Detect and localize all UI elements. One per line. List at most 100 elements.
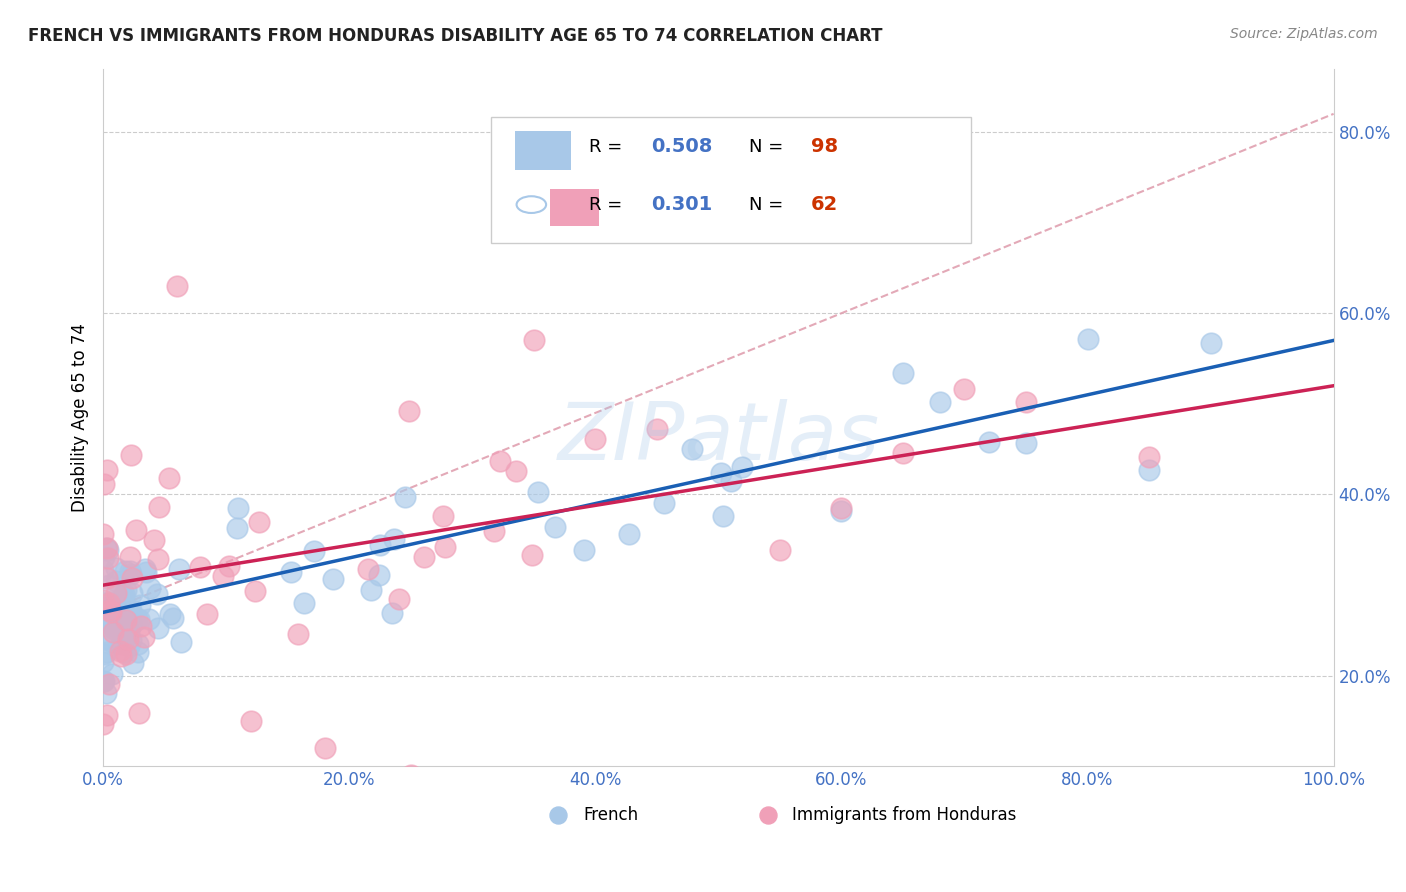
Point [98, 596, 121, 610]
Point [157, 470, 180, 484]
Point [314, 741, 336, 756]
Point [134, 562, 156, 576]
Point [121, 570, 143, 584]
Point [170, 635, 193, 649]
Point [977, 434, 1000, 449]
Text: ZIPatlas: ZIPatlas [557, 400, 879, 477]
Point [188, 559, 211, 574]
Point [132, 630, 155, 644]
Point [118, 639, 141, 653]
Point [96, 645, 118, 659]
Point [322, 572, 344, 586]
Text: R =: R = [589, 195, 623, 213]
Point [645, 422, 668, 436]
Y-axis label: Disability Age 65 to 74: Disability Age 65 to 74 [72, 323, 89, 512]
Text: N =: N = [749, 137, 783, 156]
Point [91, 527, 114, 541]
Text: 62: 62 [811, 195, 838, 214]
Point [527, 484, 550, 499]
Point [120, 448, 142, 462]
Point [98, 577, 121, 591]
Point [112, 589, 135, 603]
Point [583, 432, 606, 446]
Point [104, 574, 127, 588]
Text: 0.508: 0.508 [651, 137, 711, 156]
Point [96, 571, 118, 585]
Point [97, 603, 120, 617]
Text: Immigrants from Honduras: Immigrants from Honduras [792, 806, 1017, 824]
Text: 0.301: 0.301 [651, 195, 711, 214]
Point [138, 582, 160, 596]
Point [97, 542, 120, 557]
Point [135, 565, 157, 579]
Point [91, 673, 114, 688]
Point [830, 501, 852, 516]
Point [103, 615, 125, 630]
Point [93, 476, 115, 491]
Point [953, 382, 976, 396]
Point [108, 621, 131, 635]
Point [104, 620, 127, 634]
Point [148, 621, 170, 635]
Point [523, 334, 546, 348]
Point [211, 568, 233, 582]
Point [112, 645, 135, 659]
Point [112, 587, 135, 601]
Point [609, 197, 631, 211]
FancyBboxPatch shape [550, 189, 599, 226]
Text: FRENCH VS IMMIGRANTS FROM HONDURAS DISABILITY AGE 65 TO 74 CORRELATION CHART: FRENCH VS IMMIGRANTS FROM HONDURAS DISAB… [28, 27, 883, 45]
Point [226, 500, 249, 515]
Point [1137, 463, 1160, 477]
Point [434, 540, 457, 554]
Point [891, 446, 914, 460]
Point [292, 596, 315, 610]
Point [730, 459, 752, 474]
Point [122, 656, 145, 670]
Point [91, 596, 114, 610]
Point [104, 561, 127, 575]
Point [138, 612, 160, 626]
Point [711, 509, 734, 524]
Point [166, 279, 188, 293]
Point [101, 624, 124, 639]
Point [360, 582, 382, 597]
Point [280, 565, 302, 579]
Point [91, 717, 114, 731]
Point [247, 515, 270, 529]
Point [125, 612, 148, 626]
Point [891, 366, 914, 380]
Point [118, 550, 141, 565]
Point [128, 706, 150, 720]
Circle shape [516, 196, 546, 213]
Point [769, 543, 792, 558]
Point [159, 607, 181, 621]
FancyBboxPatch shape [491, 118, 970, 243]
Point [115, 608, 138, 623]
Point [394, 490, 416, 504]
Point [120, 603, 142, 617]
Point [98, 615, 121, 630]
Point [91, 563, 114, 577]
Point [167, 561, 190, 575]
Point [96, 541, 118, 556]
Point [520, 548, 543, 562]
Point [93, 593, 115, 607]
Point [121, 586, 143, 600]
Point [103, 622, 125, 636]
Point [93, 632, 115, 647]
Point [96, 541, 118, 555]
Point [98, 602, 121, 616]
Point [112, 593, 135, 607]
Point [115, 647, 138, 661]
Point [114, 564, 136, 578]
Point [125, 523, 148, 537]
Point [93, 647, 115, 661]
Point [98, 677, 121, 691]
Point [195, 607, 218, 621]
Point [97, 551, 120, 566]
Point [142, 533, 165, 547]
Point [381, 606, 404, 620]
Point [302, 543, 325, 558]
Text: N =: N = [749, 195, 783, 213]
Point [1137, 450, 1160, 465]
